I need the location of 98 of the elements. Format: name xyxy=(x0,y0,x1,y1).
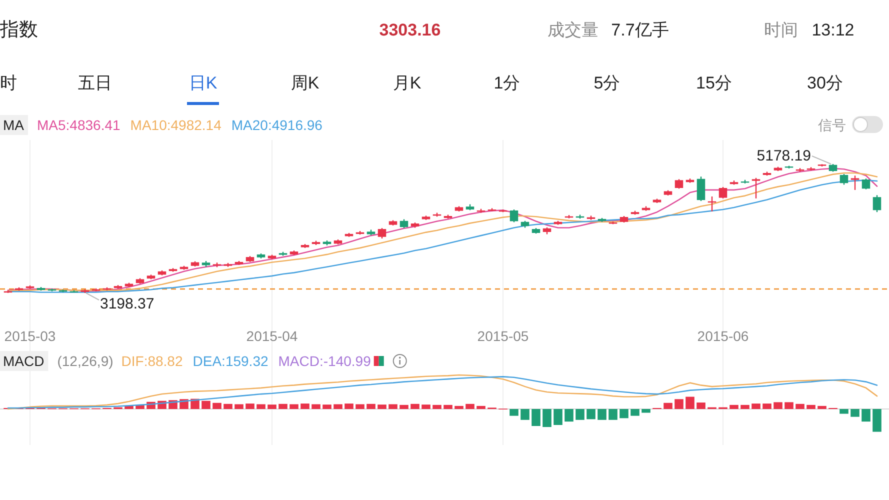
bar xyxy=(268,404,276,409)
bar xyxy=(796,404,804,409)
bar xyxy=(444,404,452,409)
x-tick-label: 2015-04 xyxy=(246,328,298,344)
bar xyxy=(400,404,408,409)
bar xyxy=(520,409,530,420)
bar xyxy=(234,404,244,409)
bar xyxy=(774,402,782,409)
bar xyxy=(432,404,442,409)
text: 5分 xyxy=(594,74,620,92)
bar xyxy=(202,400,210,409)
text: 周K xyxy=(290,74,320,92)
text: 信号 xyxy=(818,117,846,133)
text: 日K xyxy=(188,74,218,92)
bar xyxy=(806,404,816,409)
bar xyxy=(290,404,298,409)
bar xyxy=(586,409,596,420)
x-tick-label: 2015-06 xyxy=(697,328,749,344)
candlestick xyxy=(718,186,728,200)
bar xyxy=(378,404,386,409)
bar xyxy=(752,404,760,409)
bar xyxy=(312,404,320,409)
bar xyxy=(256,404,266,409)
text: MA20:4916.96 xyxy=(231,117,323,133)
legend-label: MACD:-140.99 xyxy=(278,353,372,369)
bar xyxy=(224,404,232,409)
annotation: 3198.37 xyxy=(100,296,154,312)
bar xyxy=(334,404,342,409)
text: 3303.16 xyxy=(379,20,441,40)
bar xyxy=(278,404,288,409)
bar xyxy=(124,406,134,409)
candlestick xyxy=(840,173,848,186)
x-tick-label: 2015-05 xyxy=(477,328,529,344)
bar xyxy=(476,406,486,409)
chart-title: MA xyxy=(3,117,25,133)
bar xyxy=(554,409,562,425)
bar xyxy=(762,404,772,409)
candlestick xyxy=(378,227,386,240)
chart-subtitle: (12,26,9) xyxy=(57,353,114,369)
text: MA10:4982.14 xyxy=(130,117,222,133)
bar xyxy=(300,404,310,409)
bar xyxy=(322,404,332,409)
text: 时间 xyxy=(764,20,798,40)
bar xyxy=(818,406,826,409)
bar xyxy=(466,404,474,409)
bar xyxy=(532,409,540,426)
bar xyxy=(510,409,518,416)
annotation: 5178.19 xyxy=(756,148,811,164)
bar xyxy=(784,402,794,409)
bar xyxy=(212,402,222,409)
bar xyxy=(696,402,706,409)
x-tick-label: 2015-03 xyxy=(4,328,56,344)
bar xyxy=(388,404,398,409)
text: 成交量 xyxy=(548,20,598,40)
candlestick xyxy=(696,176,706,202)
candlestick xyxy=(872,194,882,213)
text: 15分 xyxy=(696,74,732,92)
bar xyxy=(862,409,870,422)
bar xyxy=(542,409,552,428)
bar xyxy=(664,402,672,409)
bar xyxy=(576,409,584,420)
bar xyxy=(410,404,420,409)
candlestick xyxy=(674,178,684,190)
bar xyxy=(598,409,606,420)
bar xyxy=(686,396,694,409)
bar xyxy=(454,406,464,409)
text: 1分 xyxy=(494,74,520,92)
text: 指数 xyxy=(0,20,38,40)
text: MA5:4836.41 xyxy=(37,117,120,133)
text: 13:12 xyxy=(812,20,854,40)
bar xyxy=(366,404,376,409)
bar xyxy=(730,404,738,409)
text: 时 xyxy=(0,74,17,92)
bar xyxy=(740,404,750,409)
bar xyxy=(840,409,848,414)
candlestick xyxy=(862,178,870,190)
bar xyxy=(356,404,364,409)
bar xyxy=(674,399,684,409)
bar xyxy=(422,404,430,409)
candlestick xyxy=(850,175,860,191)
text: 月K xyxy=(392,74,422,92)
chart-title: MACD xyxy=(3,353,44,369)
text: 7.7亿手 xyxy=(611,20,669,40)
text: 五日 xyxy=(78,74,112,92)
candlestick xyxy=(510,208,518,223)
candlestick xyxy=(752,177,760,200)
bar xyxy=(344,404,354,409)
bar xyxy=(642,409,650,413)
series-label: DEA:159.32 xyxy=(192,353,268,369)
bar xyxy=(850,409,860,417)
series-label: DIF:88.82 xyxy=(121,353,183,369)
bar xyxy=(872,409,882,432)
bar xyxy=(630,409,640,416)
bar xyxy=(564,409,574,422)
bar xyxy=(608,409,618,420)
text: 30分 xyxy=(807,74,843,92)
bar xyxy=(620,409,628,418)
bar xyxy=(246,404,254,409)
